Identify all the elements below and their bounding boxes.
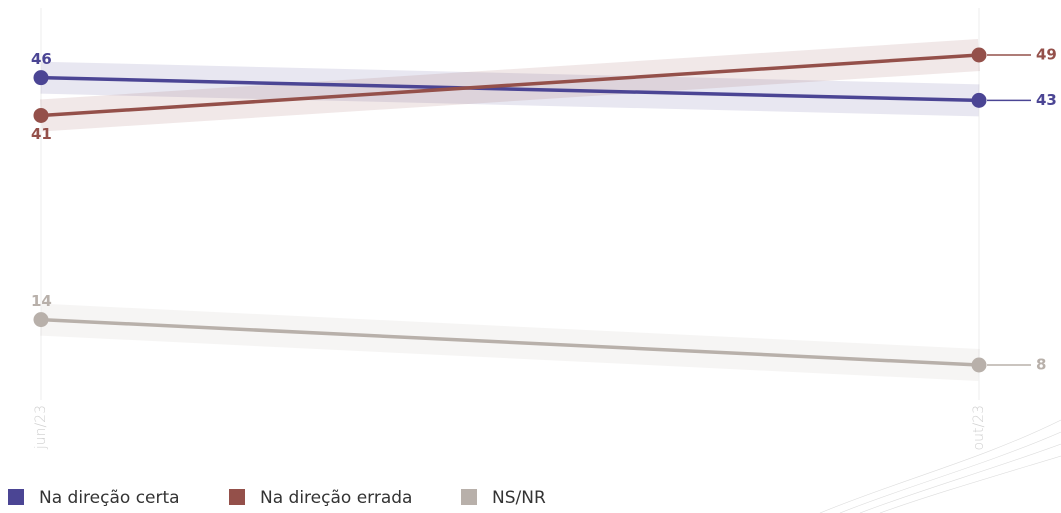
- series-line: [40, 75, 980, 103]
- legend-label: Na direção certa: [39, 488, 180, 508]
- legend-label: Na direção errada: [260, 488, 412, 508]
- value-label: 49: [1036, 46, 1057, 64]
- legend-swatch: [461, 489, 477, 505]
- legend-swatch: [229, 489, 245, 505]
- x-tick-label: jun/23: [33, 405, 49, 450]
- value-label: 41: [31, 125, 52, 143]
- x-tick-label: out/23: [971, 405, 987, 450]
- value-label: 8: [1036, 356, 1046, 374]
- data-point: [33, 107, 49, 123]
- data-point: [33, 312, 49, 328]
- decoration: [819, 419, 1061, 513]
- data-point: [971, 357, 987, 373]
- legend-swatch: [8, 489, 24, 505]
- series-line: [40, 317, 980, 367]
- legend-label: NS/NR: [492, 488, 546, 508]
- data-point: [971, 47, 987, 63]
- value-label: 43: [1036, 91, 1057, 109]
- series-line: [40, 53, 980, 118]
- data-point: [33, 70, 49, 86]
- value-label: 46: [31, 50, 52, 68]
- data-point: [971, 92, 987, 108]
- value-label: 14: [31, 292, 52, 310]
